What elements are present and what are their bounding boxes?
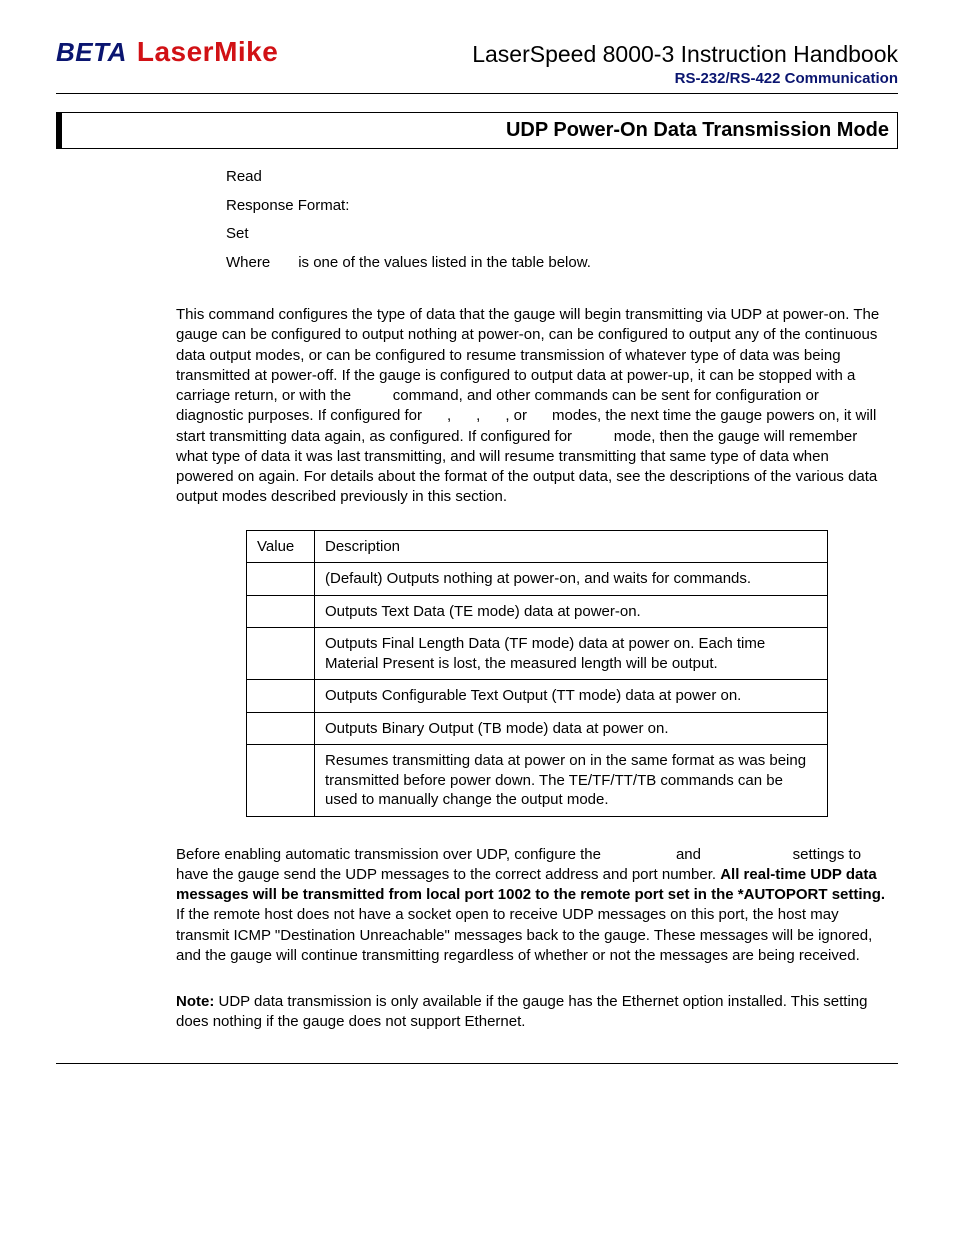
sub-header: RS-232/RS-422 Communication <box>56 70 898 87</box>
note-label: Note: <box>176 993 214 1010</box>
table-cell-desc: Outputs Configurable Text Output (TT mod… <box>315 680 828 713</box>
header-rule <box>56 93 898 94</box>
table-cell-value <box>247 680 315 713</box>
table-row: Outputs Text Data (TE mode) data at powe… <box>247 595 828 628</box>
table-cell-desc: Resumes transmitting data at power on in… <box>315 745 828 817</box>
values-table: Value Description (Default) Outputs noth… <box>246 530 828 817</box>
table-header-description: Description <box>315 530 828 563</box>
para2-b: If the remote host does not have a socke… <box>176 906 872 964</box>
table-cell-desc: Outputs Final Length Data (TF mode) data… <box>315 628 828 680</box>
definition-block: Read Response Format: Set Where is one o… <box>226 163 898 277</box>
table-header-value: Value <box>247 530 315 563</box>
def-where: Where is one of the values listed in the… <box>226 249 898 278</box>
header: BETA LaserMike LaserSpeed 8000-3 Instruc… <box>56 36 898 68</box>
paragraph-2: Before enabling automatic transmission o… <box>176 845 886 967</box>
document-title: LaserSpeed 8000-3 Instruction Handbook <box>472 41 898 68</box>
table-row: Outputs Final Length Data (TF mode) data… <box>247 628 828 680</box>
note-paragraph: Note: UDP data transmission is only avai… <box>176 992 886 1033</box>
table-row: Outputs Configurable Text Output (TT mod… <box>247 680 828 713</box>
def-where-label: Where <box>226 249 270 278</box>
paragraph-1: This command configures the type of data… <box>176 305 886 508</box>
table-cell-value <box>247 628 315 680</box>
page: BETA LaserMike LaserSpeed 8000-3 Instruc… <box>0 0 954 1088</box>
table-cell-value <box>247 563 315 596</box>
logo-beta: BETA <box>56 37 127 68</box>
section-title: UDP Power-On Data Transmission Mode <box>56 112 898 149</box>
note-text: UDP data transmission is only available … <box>176 993 868 1030</box>
table-row: (Default) Outputs nothing at power-on, a… <box>247 563 828 596</box>
table-cell-desc: Outputs Text Data (TE mode) data at powe… <box>315 595 828 628</box>
def-read: Read <box>226 163 898 192</box>
logo: BETA LaserMike <box>56 36 278 68</box>
table-row: Outputs Binary Output (TB mode) data at … <box>247 712 828 745</box>
table-cell-value <box>247 745 315 817</box>
table-cell-value <box>247 712 315 745</box>
table-row: Resumes transmitting data at power on in… <box>247 745 828 817</box>
footer-rule <box>56 1063 898 1064</box>
def-response: Response Format: <box>226 192 898 221</box>
table-cell-desc: (Default) Outputs nothing at power-on, a… <box>315 563 828 596</box>
table-header-row: Value Description <box>247 530 828 563</box>
def-where-text: is one of the values listed in the table… <box>298 249 591 278</box>
table-cell-value <box>247 595 315 628</box>
table-cell-desc: Outputs Binary Output (TB mode) data at … <box>315 712 828 745</box>
logo-lasermike: LaserMike <box>137 36 278 68</box>
def-set: Set <box>226 220 898 249</box>
